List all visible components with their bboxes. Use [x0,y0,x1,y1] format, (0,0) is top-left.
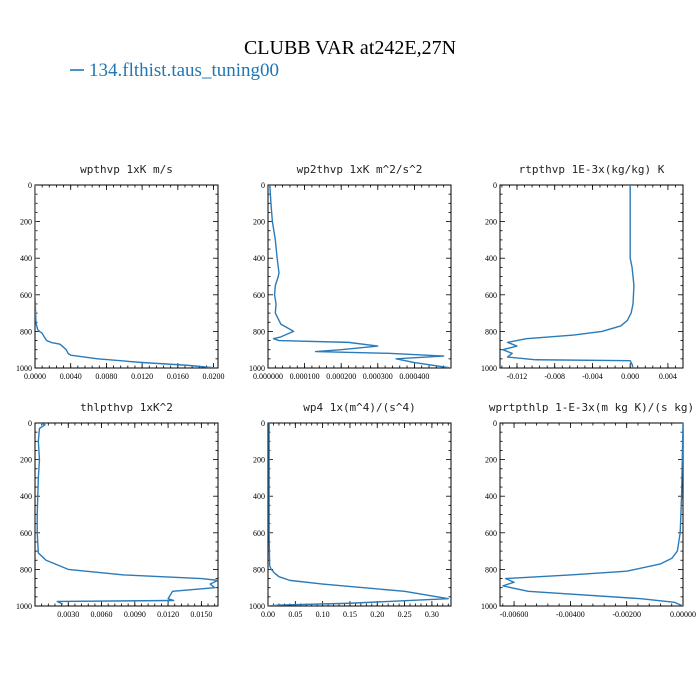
y-tick-label: 0 [28,419,32,428]
x-tick-label: -0.00600 [500,610,529,619]
y-tick-label: 0 [493,181,497,190]
y-tick-label: 200 [485,218,497,227]
y-tick-label: 600 [20,529,32,538]
y-tick-label: 200 [253,218,265,227]
y-tick-label: 1000 [481,364,497,373]
panel-2: wp2thvp 1xK m^2/s^2020040060080010000.00… [249,163,452,381]
y-tick-label: 1000 [16,364,32,373]
x-tick-label: -0.00400 [556,610,585,619]
profile-line [502,185,635,368]
y-tick-label: 800 [253,327,265,336]
plot-frame [499,184,684,369]
y-tick-label: 0 [28,181,32,190]
y-tick-label: 600 [485,529,497,538]
x-tick-label: 0.10 [316,610,330,619]
profile-line [35,185,217,368]
x-tick-label: 0.000100 [290,372,320,381]
x-tick-label: 0.004 [659,372,677,381]
plot-frame [499,422,684,607]
x-tick-label: 0.0090 [124,610,146,619]
x-tick-label: 0.30 [425,610,439,619]
x-tick-label: 0.0030 [57,610,79,619]
plot-frame [267,422,452,607]
x-tick-label: 0.0160 [167,372,189,381]
x-tick-label: -0.00200 [612,610,641,619]
y-tick-label: 200 [20,218,32,227]
y-tick-label: 400 [20,492,32,501]
x-tick-label: 0.000000 [253,372,283,381]
panel-title: wp4 1x(m^4)/(s^4) [303,401,416,414]
figure-title: CLUBB VAR at242E,27N [244,37,456,59]
profile-line [36,423,218,605]
y-tick-label: 800 [485,327,497,336]
x-tick-label: -0.004 [582,372,603,381]
x-tick-label: 0.0040 [60,372,82,381]
x-tick-label: 0.15 [343,610,357,619]
x-tick-label: 0.25 [398,610,412,619]
panel-4: thlpthvp 1xK^2 0 200 400 600 800 1000 0.0030 0.0… [16,401,219,619]
y-tick-label: 800 [253,565,265,574]
panel-title: thlpthvp 1xK^2 [80,401,173,414]
x-tick-label: 0.05 [288,610,302,619]
x-tick-label: 0.0150 [190,610,212,619]
x-tick-label: 0.20 [370,610,384,619]
y-tick-label: 1000 [249,364,265,373]
x-tick-label: 0.000300 [363,372,393,381]
y-tick-label: 600 [253,529,265,538]
y-tick-label: 400 [485,254,497,263]
y-tick-label: 200 [20,456,32,465]
x-tick-label: 0.000 [621,372,639,381]
y-tick-label: 1000 [249,602,265,611]
y-tick-label: 400 [20,254,32,263]
panel-title: wprtpthlp 1-E-3x(m kg K)/(s kg) [489,401,694,414]
x-tick-label: 0.0000 [24,372,46,381]
x-tick-label: 0.000400 [399,372,429,381]
y-tick-label: 1000 [481,602,497,611]
y-tick-label: 400 [253,254,265,263]
panel-title: wpthvp 1xK m/s [80,163,173,176]
x-tick-label: 0.00000 [670,610,696,619]
y-tick-label: 800 [20,565,32,574]
panel-6: wprtpthlp 1-E-3x(m kg K)/(s kg) 0 200 400 60… [481,401,696,619]
y-tick-label: 800 [485,565,497,574]
x-tick-label: -0.012 [507,372,528,381]
y-tick-label: 400 [253,492,265,501]
y-tick-label: 800 [20,327,32,336]
x-tick-label: -0.008 [544,372,565,381]
y-tick-label: 0 [493,419,497,428]
y-tick-label: 600 [253,291,265,300]
y-tick-label: 0 [261,419,265,428]
x-tick-label: 0.0200 [203,372,225,381]
y-tick-label: 600 [485,291,497,300]
panel-title: rtpthvp 1E-3x(kg/kg) K [519,163,665,176]
legend: 134.flthist.taus_tuning00 [70,60,279,81]
y-tick-label: 200 [485,456,497,465]
y-tick-label: 1000 [16,602,32,611]
x-tick-label: 0.0120 [157,610,179,619]
y-tick-label: 600 [20,291,32,300]
x-tick-label: 0.000200 [326,372,356,381]
legend-label: 134.flthist.taus_tuning00 [89,60,279,81]
x-tick-label: 0.0120 [131,372,153,381]
profile-line [502,423,683,606]
profile-line [268,423,449,606]
y-tick-label: 0 [261,181,265,190]
panel-title: wp2thvp 1xK m^2/s^2 [297,163,423,176]
panel-3: rtpthvp 1E-3x(kg/kg) K 0 200 400 600 800 1000 -… [481,163,684,381]
y-tick-label: 400 [485,492,497,501]
x-tick-label: 0.0080 [95,372,117,381]
profile-line [269,185,451,368]
x-tick-label: 0.00 [261,610,275,619]
x-tick-label: 0.0060 [91,610,113,619]
plot-frame [34,184,219,369]
y-tick-label: 200 [253,456,265,465]
